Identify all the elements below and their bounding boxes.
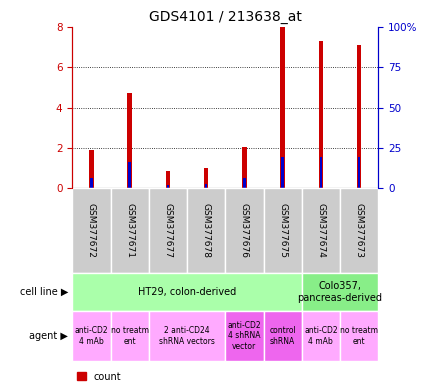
Bar [264, 188, 302, 273]
Text: GSM377673: GSM377673 [354, 203, 364, 258]
Text: no treatm
ent: no treatm ent [110, 326, 149, 346]
Bar [320, 157, 322, 188]
Bar [243, 178, 246, 188]
Text: GSM377676: GSM377676 [240, 203, 249, 258]
Bar [302, 311, 340, 361]
Bar [128, 93, 132, 188]
Bar [149, 188, 187, 273]
Text: agent ▶: agent ▶ [29, 331, 68, 341]
Bar [357, 45, 361, 188]
Bar [281, 157, 284, 188]
Bar [72, 311, 110, 361]
Text: cell line ▶: cell line ▶ [20, 287, 68, 297]
Text: control
shRNA: control shRNA [269, 326, 296, 346]
Text: GSM377678: GSM377678 [201, 203, 211, 258]
Bar [319, 41, 323, 188]
Bar [225, 311, 264, 361]
Bar [128, 162, 131, 188]
Bar [149, 311, 225, 361]
Text: anti-CD2
4 mAb: anti-CD2 4 mAb [74, 326, 108, 346]
Text: GSM377671: GSM377671 [125, 203, 134, 258]
Bar [205, 184, 207, 188]
Bar [280, 27, 285, 188]
Bar [225, 188, 264, 273]
Text: GSM377672: GSM377672 [87, 203, 96, 258]
Bar [358, 157, 360, 188]
Bar [167, 185, 169, 188]
Text: Colo357,
pancreas-derived: Colo357, pancreas-derived [298, 281, 382, 303]
Text: HT29, colon-derived: HT29, colon-derived [138, 287, 236, 297]
Bar [72, 188, 110, 273]
Bar [204, 168, 208, 188]
Legend: count, percentile rank within the sample: count, percentile rank within the sample [77, 372, 259, 384]
Bar [302, 273, 378, 311]
Text: GSM377675: GSM377675 [278, 203, 287, 258]
Text: 2 anti-CD24
shRNA vectors: 2 anti-CD24 shRNA vectors [159, 326, 215, 346]
Text: GSM377677: GSM377677 [163, 203, 173, 258]
Bar [72, 273, 302, 311]
Bar [110, 188, 149, 273]
Bar [166, 171, 170, 188]
Text: anti-CD2
4 mAb: anti-CD2 4 mAb [304, 326, 338, 346]
Bar [340, 311, 378, 361]
Bar [90, 178, 93, 188]
Title: GDS4101 / 213638_at: GDS4101 / 213638_at [149, 10, 302, 25]
Bar [302, 188, 340, 273]
Bar [264, 311, 302, 361]
Bar [242, 147, 246, 188]
Text: GSM377674: GSM377674 [316, 203, 326, 258]
Bar [187, 188, 225, 273]
Bar [110, 311, 149, 361]
Bar [89, 150, 94, 188]
Text: anti-CD2
4 shRNA
vector: anti-CD2 4 shRNA vector [227, 321, 261, 351]
Bar [340, 188, 378, 273]
Text: no treatm
ent: no treatm ent [340, 326, 378, 346]
